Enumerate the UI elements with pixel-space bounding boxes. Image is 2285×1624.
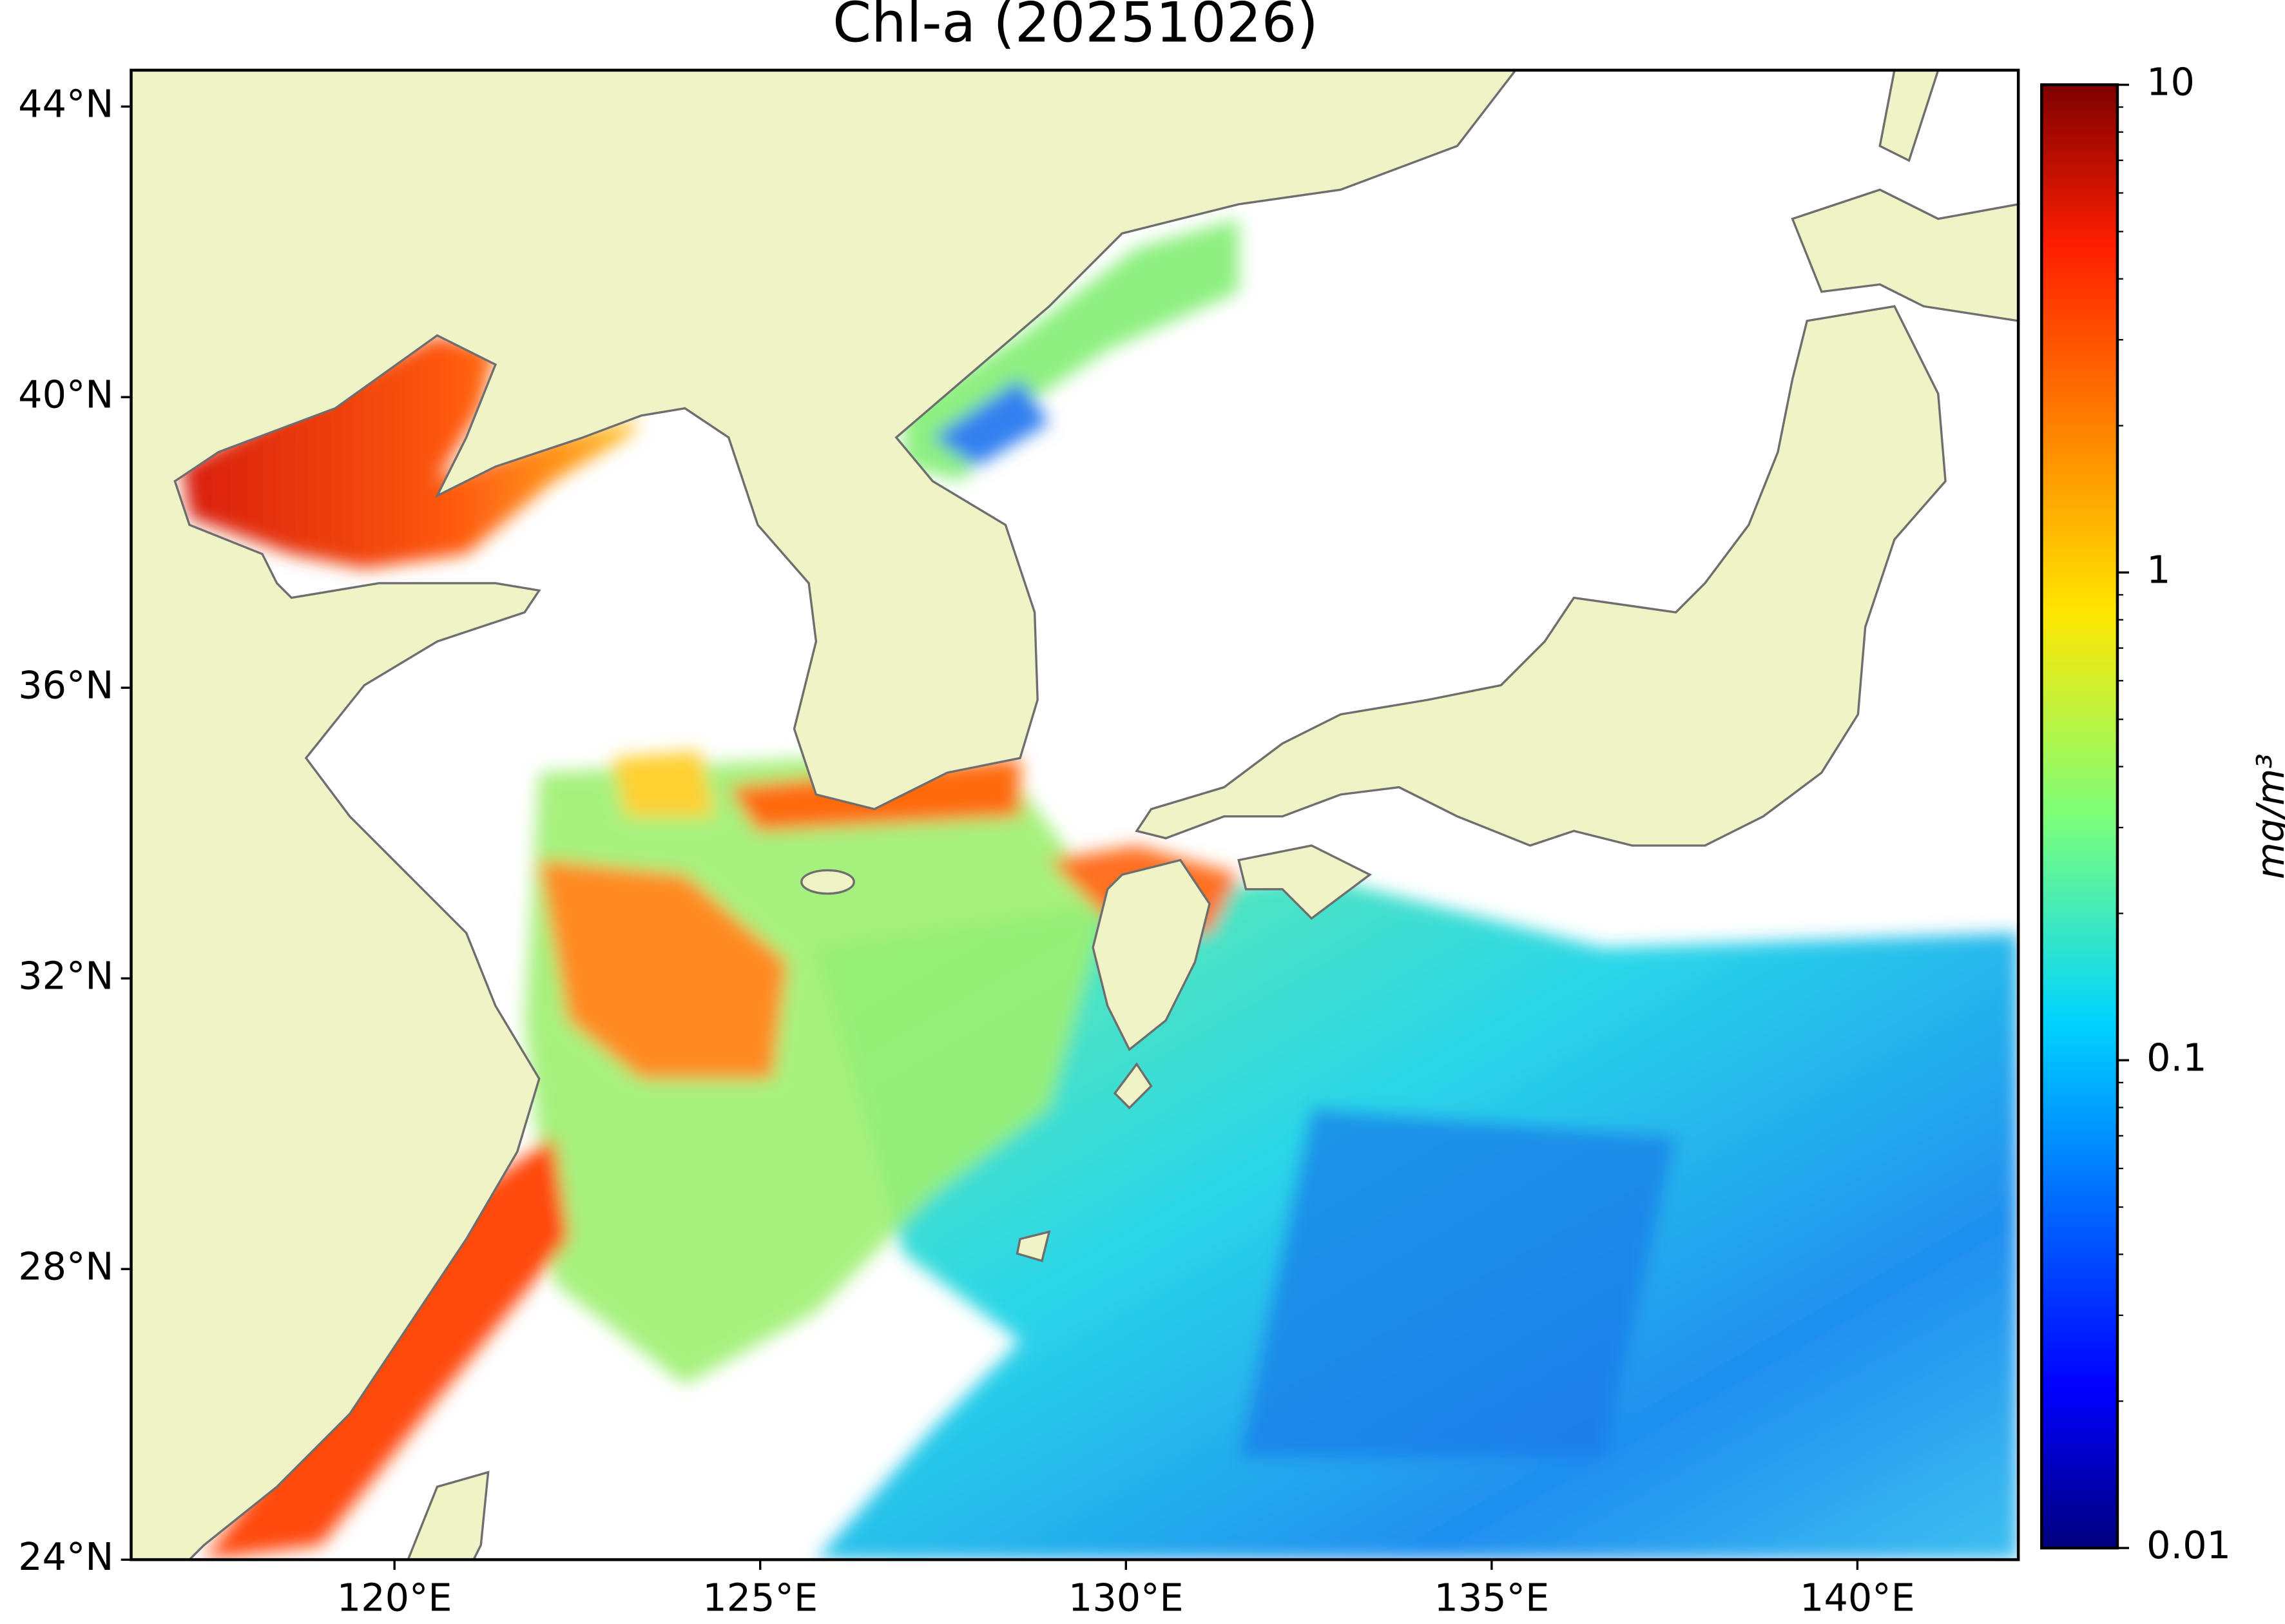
x-tick-label: 125°E — [702, 1576, 818, 1620]
x-tick-label: 130°E — [1068, 1576, 1184, 1620]
y-tick-label: 40°N — [18, 372, 113, 416]
y-tick-label: 44°N — [18, 81, 113, 126]
land — [131, 70, 2019, 1560]
x-tick-label: 120°E — [337, 1576, 452, 1620]
x-tick-label: 140°E — [1800, 1576, 1915, 1620]
y-tick-label: 28°N — [18, 1244, 113, 1288]
bohai-bloom — [182, 335, 642, 569]
y-tick-label: 36°N — [18, 662, 113, 707]
y-tick-label: 24°N — [18, 1534, 113, 1579]
y-tick-label: 32°N — [18, 953, 113, 998]
colorbar — [2040, 83, 2119, 1550]
colorbar-label: mg/m³ — [2248, 753, 2285, 879]
plot-frame — [130, 68, 2020, 1561]
map-area — [131, 70, 2019, 1560]
x-tick-label: 135°E — [1434, 1576, 1549, 1620]
colorbar-tick-label: 0.1 — [2146, 1035, 2206, 1079]
colorbar-tick-label: 0.01 — [2146, 1523, 2231, 1567]
colorbar-tick-label: 1 — [2146, 547, 2170, 592]
colorbar-tick-label: 10 — [2146, 60, 2195, 104]
map-title: Chl-a (20251026) — [833, 0, 1318, 55]
